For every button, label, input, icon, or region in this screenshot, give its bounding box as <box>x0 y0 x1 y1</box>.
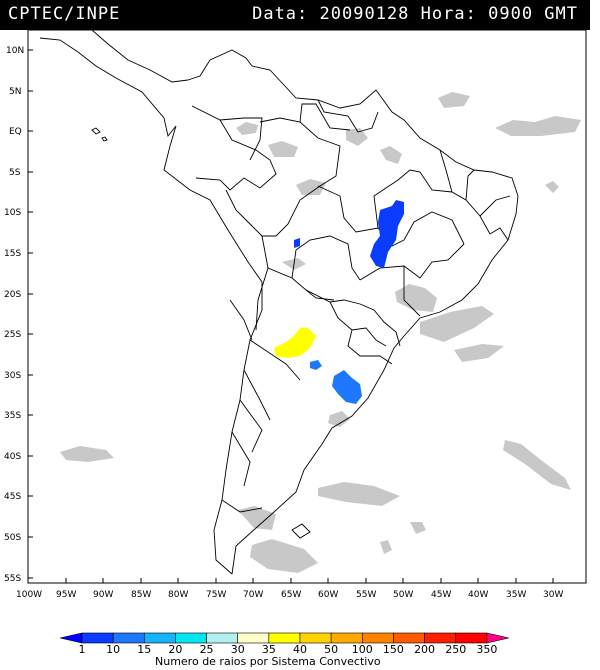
lat-axis: 10N 5N EQ 5S 10S 15S 20S 25S 30S 35S 40S… <box>4 46 24 584</box>
legend-label: 10 <box>106 643 120 656</box>
lon-tick: 85W <box>131 590 151 600</box>
lat-tick: 50S <box>4 533 21 543</box>
legend-label: 350 <box>476 643 497 656</box>
lon-tick: 65W <box>281 590 301 600</box>
lightning-cluster-central-brazil <box>370 200 404 268</box>
legend-title: Numero de raios por Sistema Convectivo <box>155 655 381 668</box>
lon-tick: 45W <box>431 590 451 600</box>
legend-swatch <box>393 632 425 644</box>
lat-tick: EQ <box>9 127 22 137</box>
legend-swatch <box>112 632 145 644</box>
lon-tick: 30W <box>543 590 563 600</box>
legend-swatch <box>81 632 114 644</box>
lon-tick: 70W <box>243 590 263 600</box>
lon-tick: 55W <box>356 590 376 600</box>
legend-swatch <box>424 632 457 644</box>
lat-tick: 55S <box>4 574 21 584</box>
legend-swatch <box>299 632 332 644</box>
lightning-clusters <box>274 200 404 404</box>
lon-tick: 40W <box>468 590 488 600</box>
lat-tick: 35S <box>4 411 21 421</box>
legend-label: 200 <box>414 643 435 656</box>
lon-axis: 100W 95W 90W 85W 80W 75W 70W 65W 60W 55W… <box>16 590 563 600</box>
frame-ticks <box>27 49 554 583</box>
map-canvas: 10N 5N EQ 5S 10S 15S 20S 25S 30S 35S 40S… <box>4 30 587 600</box>
lat-tick: 5N <box>9 87 21 97</box>
legend-swatch <box>143 632 176 644</box>
lon-tick: 60W <box>318 590 338 600</box>
lon-tick: 80W <box>168 590 188 600</box>
lon-tick: 100W <box>16 590 42 600</box>
legend-swatch <box>206 632 239 644</box>
political-boundaries <box>39 30 519 575</box>
legend-label: 30 <box>231 643 245 656</box>
lightning-cluster-entrerios <box>310 360 322 370</box>
lon-tick: 35W <box>506 590 526 600</box>
lat-tick: 45S <box>4 492 21 502</box>
lat-tick: 10S <box>4 208 21 218</box>
legend-label: 20 <box>168 643 182 656</box>
legend: 1 10 15 20 25 30 35 40 50 100 150 200 250 350 Numero … <box>59 632 509 668</box>
legend-label: 100 <box>352 643 373 656</box>
source-label: CPTEC/INPE <box>8 4 121 24</box>
date-value: 20090128 <box>319 4 410 24</box>
legend-labels: 1 10 15 20 25 30 35 40 50 100 150 200 250 350 <box>79 643 498 656</box>
hour-value: 0900 GMT <box>488 4 578 24</box>
cloud-coverage <box>60 92 581 573</box>
legend-label: 35 <box>262 643 276 656</box>
lon-tick: 75W <box>206 590 226 600</box>
legend-swatch <box>175 632 207 644</box>
legend-arrow-right <box>486 632 509 644</box>
lat-tick: 10N <box>6 46 24 56</box>
lon-tick: 50W <box>393 590 413 600</box>
legend-swatch <box>455 632 488 644</box>
lat-tick: 20S <box>4 290 21 300</box>
lat-tick: 15S <box>4 249 21 259</box>
legend-label: 50 <box>324 643 338 656</box>
lat-tick: 30S <box>4 371 21 381</box>
lat-tick: 5S <box>9 168 21 178</box>
legend-arrow-left <box>59 632 83 644</box>
lon-tick: 95W <box>56 590 76 600</box>
lat-tick: 25S <box>4 330 21 340</box>
lightning-cluster-uruguay <box>332 370 362 404</box>
hour-label: Hora: <box>420 4 477 24</box>
lightning-cluster-bolivia <box>294 238 300 248</box>
legend-swatch <box>237 632 270 644</box>
legend-label: 25 <box>200 643 214 656</box>
legend-label: 1 <box>79 643 86 656</box>
legend-label: 40 <box>293 643 307 656</box>
legend-swatch <box>268 632 301 644</box>
legend-label: 15 <box>137 643 151 656</box>
datetime-label: Data: 20090128 Hora: 0900 GMT <box>252 4 578 24</box>
legend-colorbar <box>59 632 509 644</box>
map-header: CPTEC/INPE Data: 20090128 Hora: 0900 GMT <box>0 0 590 30</box>
legend-swatch <box>330 632 363 644</box>
legend-swatch <box>361 632 394 644</box>
map-frame <box>27 30 587 584</box>
lon-tick: 90W <box>93 590 113 600</box>
lightning-cluster-argentina <box>274 328 316 358</box>
date-label: Data: <box>252 4 309 24</box>
legend-label: 150 <box>383 643 404 656</box>
legend-label: 250 <box>445 643 466 656</box>
lat-tick: 40S <box>4 452 21 462</box>
